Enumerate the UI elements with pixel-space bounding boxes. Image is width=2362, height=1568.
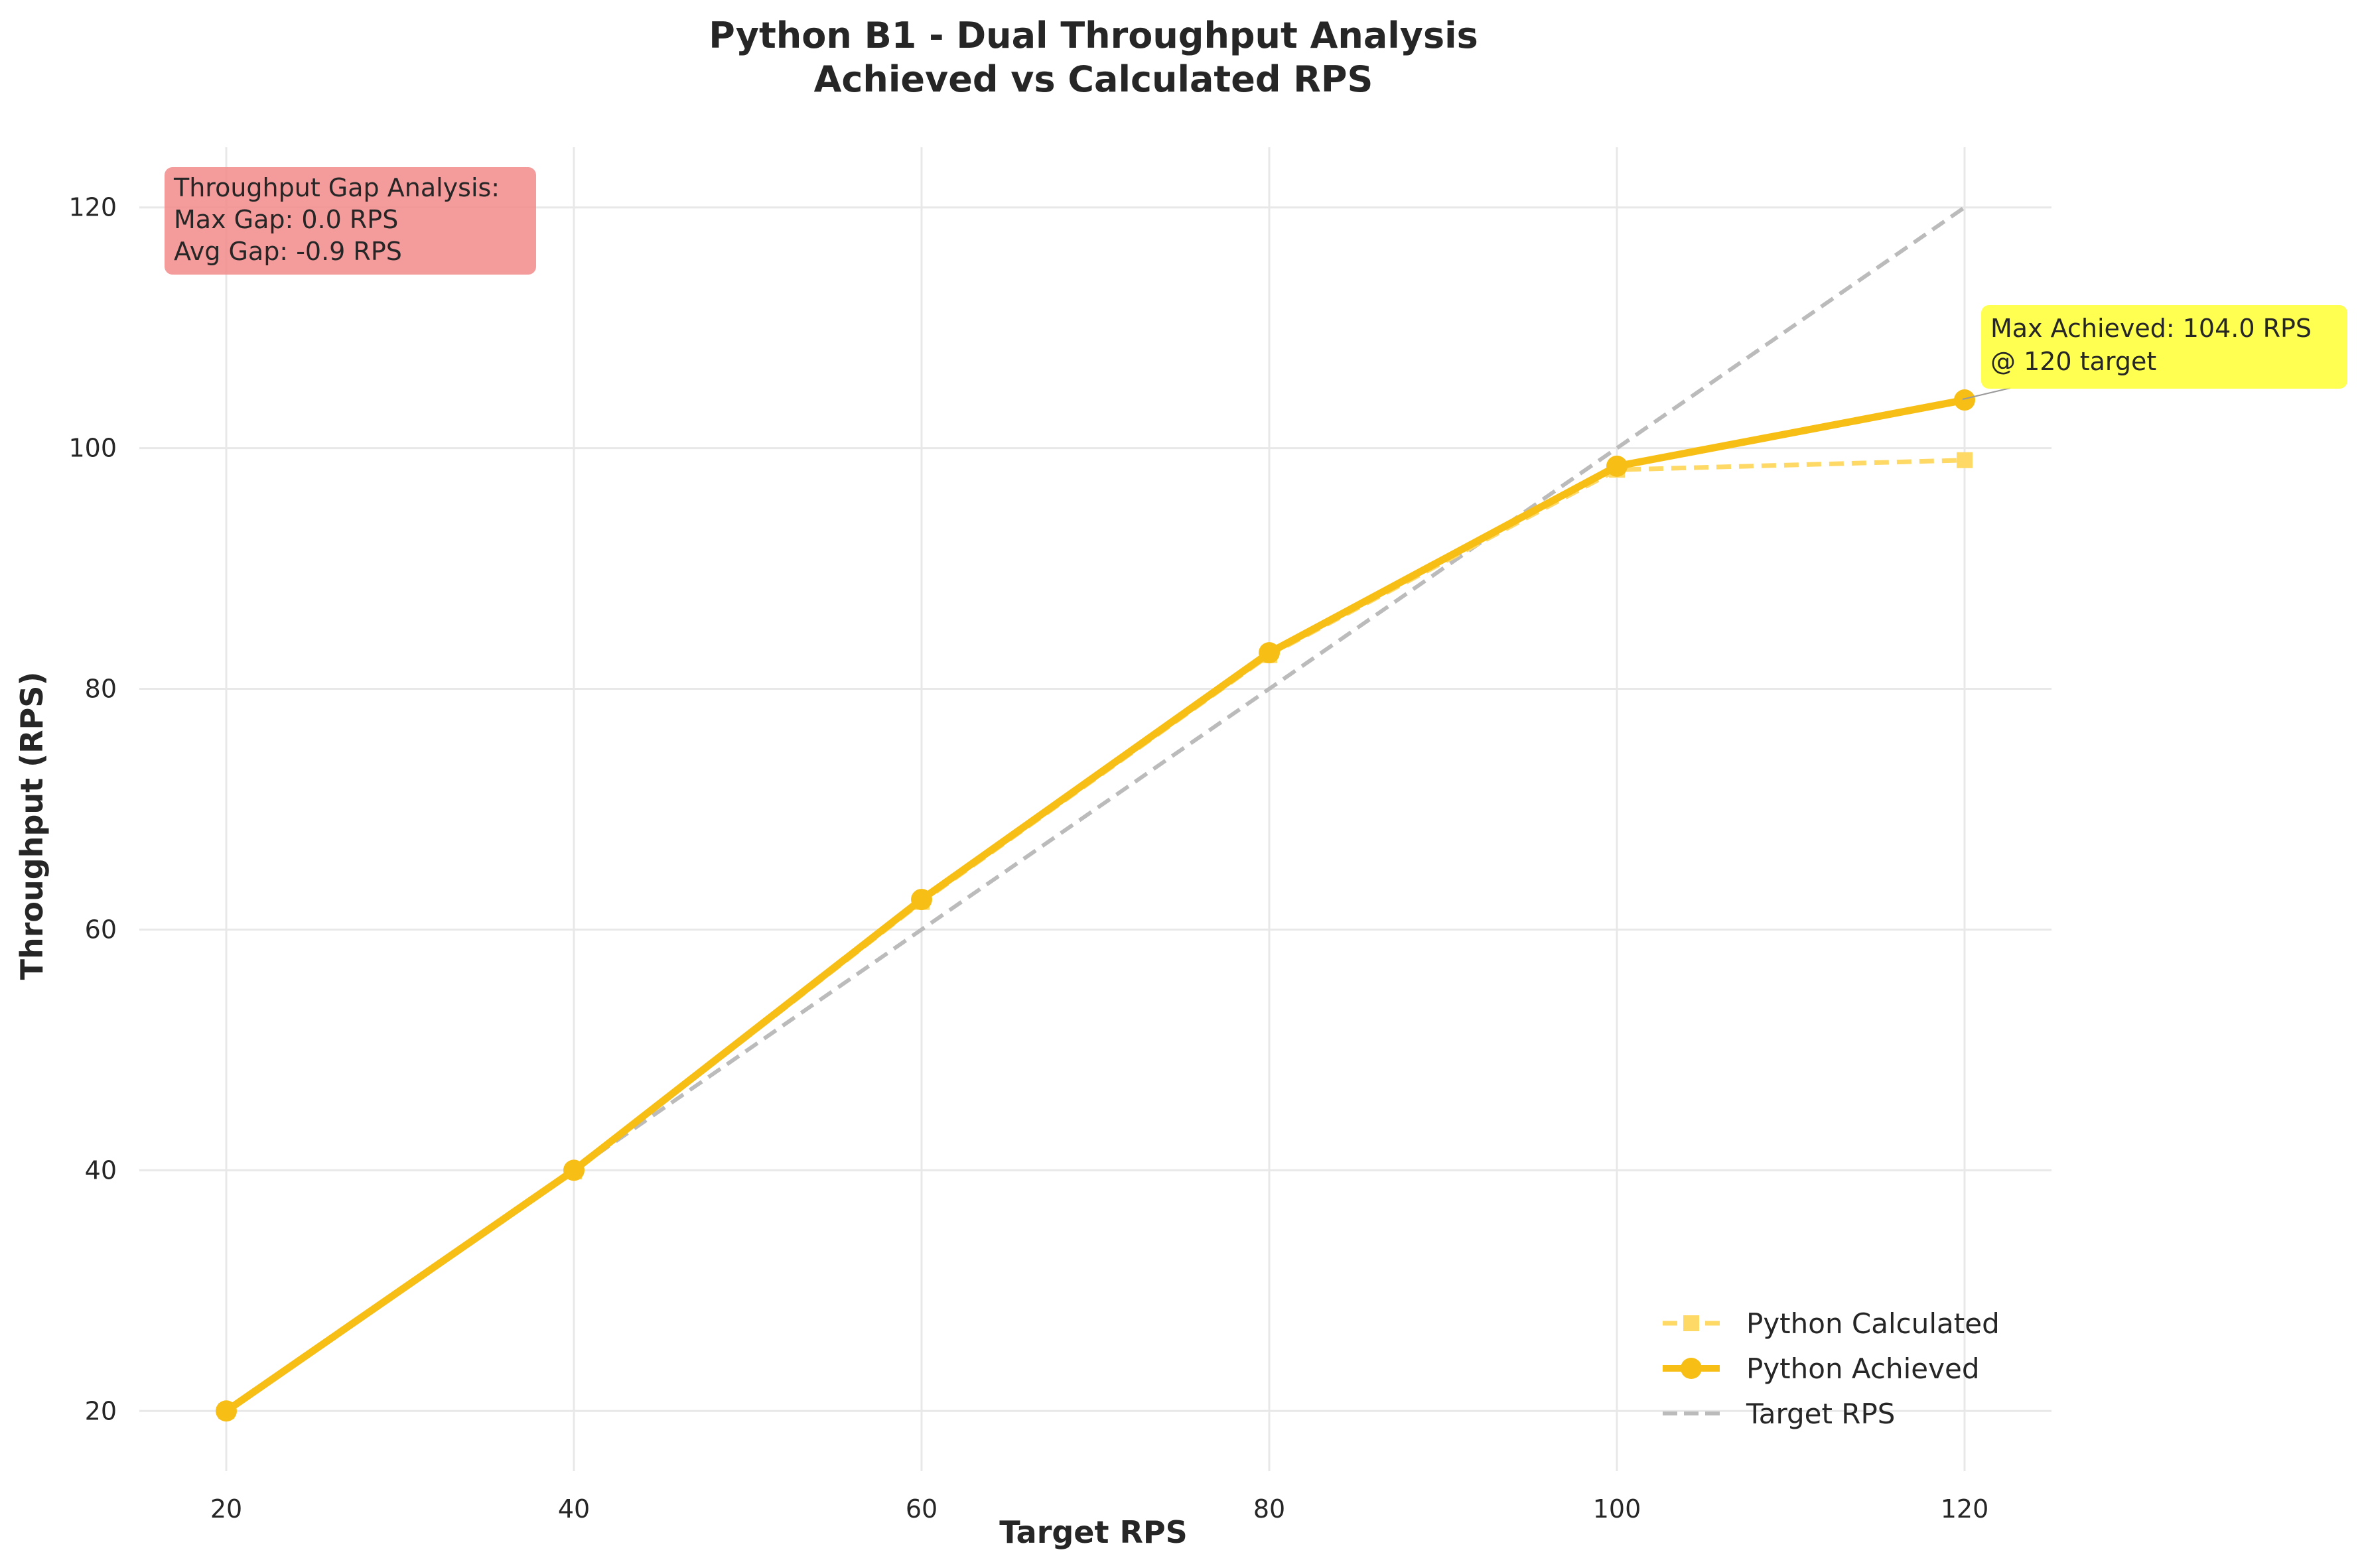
x-tick-label: 60: [906, 1494, 938, 1524]
legend-label-target: Target RPS: [1746, 1398, 1895, 1430]
gap-analysis-line-1: Throughput Gap Analysis:: [173, 173, 500, 202]
max-achieved-annotation: Max Achieved: 104.0 RPS @ 120 target: [1962, 305, 2347, 400]
legend-item-calculated: Python Calculated: [1663, 1307, 2000, 1340]
data-point-python-achieved: [1259, 642, 1280, 664]
y-tick-label: 120: [68, 193, 117, 222]
grid: [139, 147, 2051, 1471]
legend-marker-achieved: [1681, 1358, 1702, 1379]
chart-title: Python B1 - Dual Throughput Analysis: [709, 15, 1478, 56]
legend: Python Calculated Python Achieved Target…: [1663, 1307, 2000, 1430]
y-axis-ticks: 20 40 60 80 100 120: [68, 193, 117, 1426]
data-point-python-achieved: [1606, 455, 1628, 477]
y-tick-label: 20: [85, 1396, 117, 1425]
max-achieved-pointer: [1962, 387, 2011, 400]
series-layer: [216, 206, 1975, 1422]
x-tick-label: 100: [1593, 1494, 1641, 1524]
x-tick-label: 40: [558, 1494, 590, 1524]
legend-item-achieved: Python Achieved: [1663, 1352, 1980, 1385]
legend-label-calculated: Python Calculated: [1746, 1307, 2000, 1340]
data-point-python-achieved: [1954, 389, 1975, 411]
gap-analysis-line-2: Max Gap: 0.0 RPS: [174, 205, 398, 234]
data-point-python-calculated: [1957, 452, 1973, 468]
x-tick-label: 80: [1253, 1494, 1285, 1524]
data-point-python-achieved: [563, 1159, 585, 1181]
x-axis-label: Target RPS: [999, 1514, 1188, 1550]
chart-subtitle: Achieved vs Calculated RPS: [814, 58, 1373, 100]
x-axis-ticks: 20 40 60 80 100 120: [210, 1494, 1988, 1524]
max-achieved-box-background: [1981, 305, 2347, 389]
legend-label-achieved: Python Achieved: [1746, 1352, 1980, 1385]
y-tick-label: 40: [85, 1155, 117, 1185]
legend-item-target: Target RPS: [1663, 1398, 1895, 1430]
x-tick-label: 120: [1941, 1494, 1989, 1524]
gap-analysis-box: Throughput Gap Analysis: Max Gap: 0.0 RP…: [165, 167, 536, 275]
y-tick-label: 100: [68, 434, 117, 463]
data-point-python-achieved: [216, 1400, 237, 1422]
gap-analysis-box-background: [165, 167, 536, 275]
series-line-python-achieved: [222, 396, 1969, 1415]
y-tick-label: 60: [85, 915, 117, 944]
max-achieved-line-2: @ 120 target: [1990, 347, 2156, 376]
gap-analysis-line-3: Avg Gap: -0.9 RPS: [174, 237, 402, 266]
x-tick-label: 20: [210, 1494, 242, 1524]
series-python-achieved: [216, 389, 1975, 1422]
max-achieved-line-1: Max Achieved: 104.0 RPS: [1990, 314, 2312, 343]
y-axis-label: Throughput (RPS): [14, 672, 50, 980]
data-point-python-achieved: [911, 889, 932, 911]
legend-marker-calculated: [1683, 1315, 1699, 1331]
y-tick-label: 80: [85, 675, 117, 704]
